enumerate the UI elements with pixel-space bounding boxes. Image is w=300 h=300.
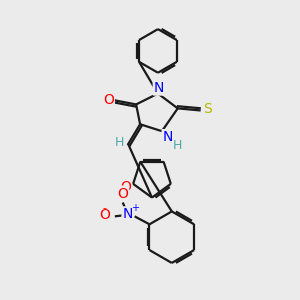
Text: N: N <box>154 81 164 94</box>
Text: S: S <box>203 102 212 116</box>
Text: O: O <box>100 208 110 222</box>
Text: H: H <box>115 136 124 148</box>
Text: N: N <box>163 130 173 144</box>
Text: +: + <box>130 203 139 214</box>
Text: O: O <box>103 94 114 107</box>
Text: N: N <box>122 207 133 221</box>
Text: H: H <box>173 139 182 152</box>
Text: O: O <box>117 187 128 201</box>
Text: -: - <box>103 203 107 214</box>
Text: O: O <box>120 180 130 194</box>
